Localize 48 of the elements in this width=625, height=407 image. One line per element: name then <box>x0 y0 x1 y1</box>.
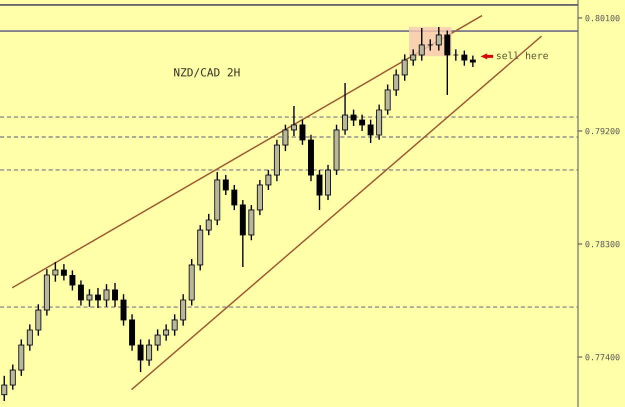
y-tick-label: 0.78300 <box>585 241 620 248</box>
candlestick <box>78 280 84 306</box>
candlestick <box>120 294 127 326</box>
candlestick <box>418 27 425 62</box>
candlestick <box>154 328 161 352</box>
candlestick <box>10 364 16 390</box>
candlestick <box>393 68 400 97</box>
annotation: sell here <box>496 52 548 60</box>
candlestick <box>69 270 76 292</box>
candlestick <box>172 314 178 336</box>
candlestick <box>402 54 408 82</box>
candlestick <box>342 82 348 136</box>
candlestick <box>316 169 322 211</box>
candlestick <box>104 283 110 308</box>
candlestick <box>470 54 476 68</box>
candlestick <box>368 118 374 144</box>
candlestick <box>436 26 442 52</box>
candlestick <box>384 84 391 116</box>
candlestick <box>290 105 297 137</box>
candlestick <box>282 124 288 152</box>
candlestick <box>359 114 366 132</box>
candlestick <box>95 287 101 309</box>
candlestick <box>265 169 272 191</box>
y-tick-label: 0.80100 <box>585 14 620 22</box>
y-tick-label: 0.77400 <box>585 354 620 360</box>
candlestick <box>52 261 58 282</box>
candlestick <box>452 48 459 62</box>
candlestick <box>1 375 8 402</box>
candlestick <box>86 288 92 308</box>
candlestick <box>231 184 238 211</box>
candlestick <box>112 282 118 308</box>
candlestick <box>410 48 416 66</box>
candlestick <box>206 213 212 236</box>
candlestick <box>299 118 306 146</box>
candlestick <box>461 50 468 66</box>
candlestick <box>350 108 357 127</box>
candlestick <box>427 38 434 52</box>
candlestick <box>26 324 33 352</box>
candlestick <box>138 338 144 373</box>
candlestick <box>35 304 42 336</box>
candlestick <box>222 174 229 196</box>
y-tick-label: 0.79200 <box>585 128 620 134</box>
candlestick <box>444 30 450 96</box>
candlestick <box>180 294 186 326</box>
text: NZD/CAD 2H <box>174 68 240 78</box>
candlestick <box>163 324 170 342</box>
candlestick <box>60 263 67 282</box>
candlestick <box>146 338 152 367</box>
